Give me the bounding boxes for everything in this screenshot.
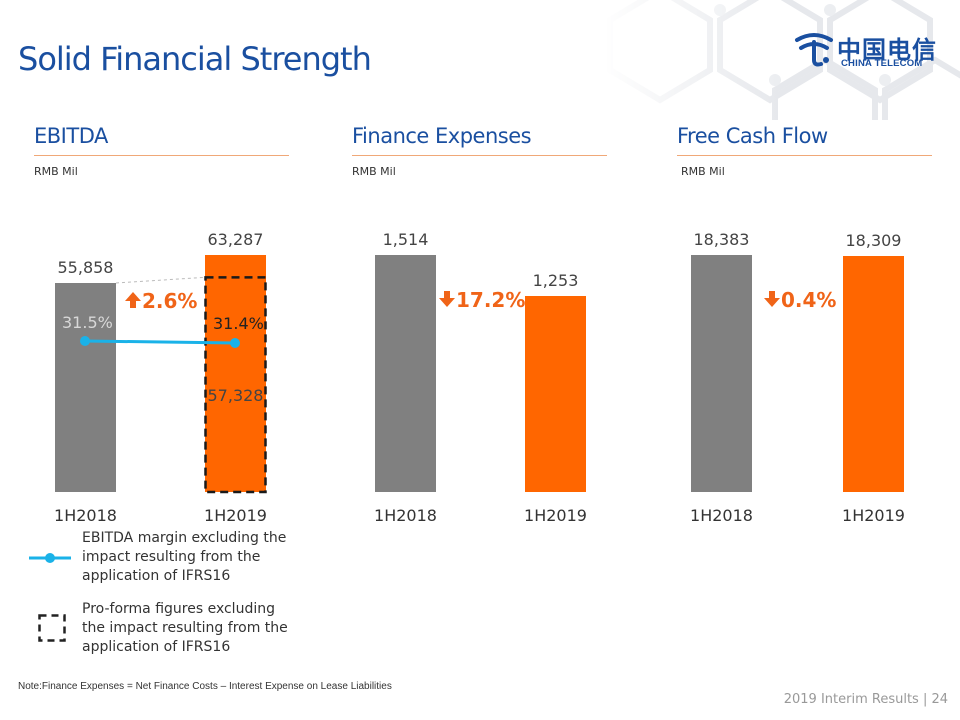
free-cash-flow-category-label-1h2018: 1H2018 (690, 506, 753, 525)
finance-expenses-bar-1h2019 (525, 296, 586, 492)
finance-expenses-value-label-1h2019: 1,253 (532, 271, 579, 290)
proforma-legend-text: Pro-forma figures excluding the impact r… (82, 600, 288, 657)
ebitda-category-label-1h2018: 1H2018 (54, 506, 117, 525)
finance-expenses-title: Finance Expenses (352, 124, 532, 148)
free-cash-flow-title: Free Cash Flow (677, 124, 828, 148)
finance-expenses-value-label-1h2018: 1,514 (382, 230, 429, 249)
ebitda-proforma-value-label: 57,328 (207, 386, 264, 405)
free-cash-flow-unit: RMB Mil (681, 165, 725, 178)
ebitda-title-rule (34, 155, 289, 156)
finance-expenses-category-label-1h2019: 1H2019 (524, 506, 587, 525)
ebitda-margin-label-1h2019: 31.4% (213, 314, 264, 333)
free-cash-flow-value-label-1h2018: 18,383 (693, 230, 750, 249)
ebitda-margin-point-1h2018 (80, 336, 90, 346)
ebitda-value-label-1h2018: 55,858 (57, 258, 114, 277)
ebitda-margin-label-1h2018: 31.5% (62, 313, 113, 332)
arrow-down-icon (439, 291, 455, 307)
ebitda-margin-line (84, 339, 236, 345)
ebitda-comparison-connector (115, 276, 206, 284)
ebitda-title: EBITDA (34, 124, 108, 148)
arrow-up-icon (125, 292, 141, 308)
finance-expenses-change-indicator: 17.2% (438, 288, 525, 312)
free-cash-flow-bar-1h2019 (843, 256, 904, 492)
margin-legend-line-2: impact resulting from the (82, 549, 261, 565)
proforma-legend-line-1: Pro-forma figures excluding (82, 601, 275, 617)
margin-legend-line-3: application of IFRS16 (82, 568, 231, 584)
finance-expenses-change-value: 17.2% (456, 288, 526, 312)
free-cash-flow-change-value: 0.4% (781, 288, 837, 312)
margin-line-legend-icon (29, 553, 71, 563)
finance-expenses-bar-1h2018 (375, 255, 436, 492)
page-title: Solid Financial Strength (18, 40, 372, 78)
free-cash-flow-value-label-1h2019: 18,309 (845, 231, 902, 250)
ebitda-change-indicator: 2.6% (124, 289, 197, 313)
ebitda-change-value: 2.6% (142, 289, 198, 313)
proforma-box-legend-icon (38, 614, 66, 642)
ebitda-proforma-box (204, 276, 267, 494)
ebitda-category-label-1h2019: 1H2019 (204, 506, 267, 525)
footer-page-label: 2019 Interim Results | 24 (783, 692, 948, 707)
decorative-pattern (600, 0, 960, 120)
arrow-down-icon (764, 291, 780, 307)
china-telecom-emblem-icon (795, 33, 833, 67)
free-cash-flow-title-rule (677, 155, 932, 156)
proforma-legend-line-3: application of IFRS16 (82, 639, 231, 655)
logo-english-text: CHINA TELECOM (841, 58, 923, 69)
margin-legend-line-1: EBITDA margin excluding the (82, 530, 287, 546)
ebitda-value-label-1h2019: 63,287 (207, 230, 264, 249)
margin-line-legend-text: EBITDA margin excluding the impact resul… (82, 529, 286, 586)
finance-expenses-category-label-1h2018: 1H2018 (374, 506, 437, 525)
finance-expenses-title-rule (352, 155, 607, 156)
ebitda-margin-point-1h2019 (230, 338, 240, 348)
china-telecom-logo: 中国电信 CHINA TELECOM (793, 30, 938, 72)
logo-chinese-text: 中国电信 (837, 36, 937, 64)
footnote: Note:Finance Expenses = Net Finance Cost… (18, 681, 392, 692)
finance-expenses-unit: RMB Mil (352, 165, 396, 178)
free-cash-flow-change-indicator: 0.4% (763, 288, 836, 312)
ebitda-bar-1h2019 (205, 255, 266, 492)
free-cash-flow-category-label-1h2019: 1H2019 (842, 506, 905, 525)
proforma-legend-line-2: the impact resulting from the (82, 620, 288, 636)
ebitda-unit: RMB Mil (34, 165, 78, 178)
free-cash-flow-bar-1h2018 (691, 255, 752, 492)
